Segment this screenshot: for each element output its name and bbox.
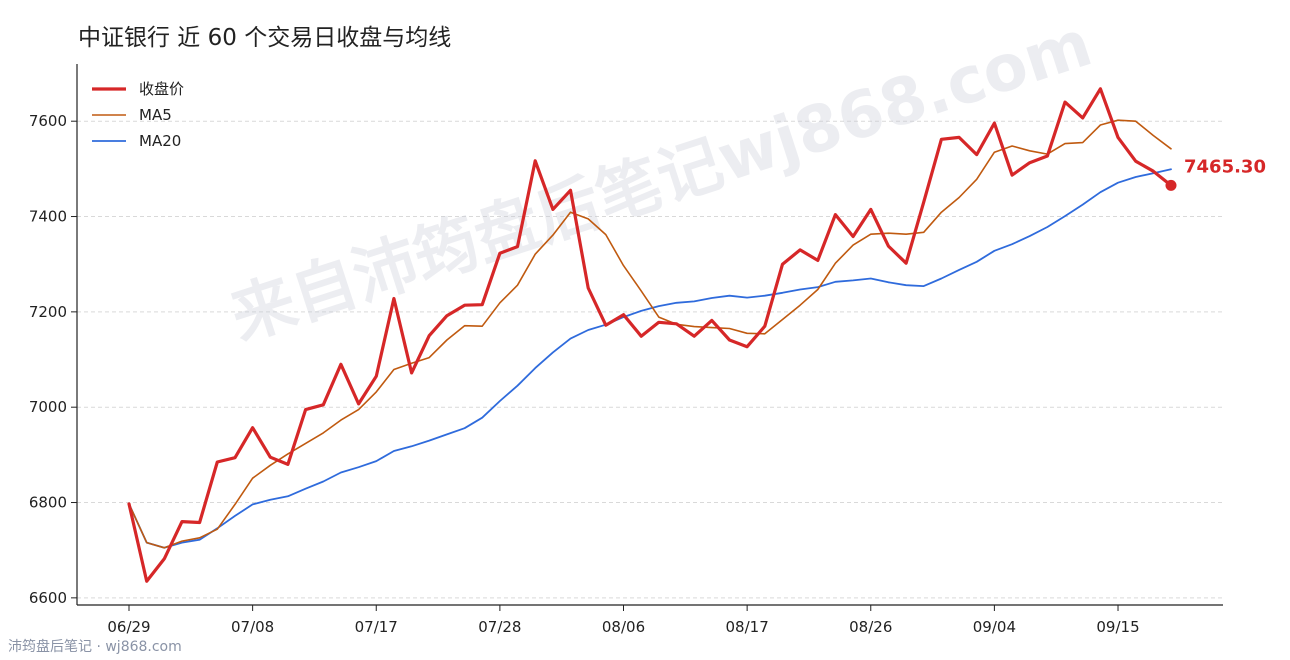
x-tick-label: 06/29 xyxy=(107,618,150,636)
x-tick-label: 07/28 xyxy=(478,618,521,636)
last-point-marker xyxy=(1165,179,1177,191)
legend: 收盘价 MA5 MA20 xyxy=(92,80,184,150)
legend-label: MA5 xyxy=(139,106,172,124)
chart-title: 中证银行 近 60 个交易日收盘与均线 xyxy=(78,25,452,51)
x-tick-label: 09/15 xyxy=(1096,618,1139,636)
watermark-text: 来自沛筠盘后笔记wj868.com xyxy=(222,7,1100,355)
source-credit: 沛筠盘后笔记 · wj868.com xyxy=(8,639,182,655)
last-value-label: 7465.30 xyxy=(1184,156,1266,177)
grid-lines xyxy=(77,120,1223,599)
y-tick-label: 7000 xyxy=(29,398,67,416)
y-tick-label: 7200 xyxy=(29,303,67,321)
x-tick-label: 08/26 xyxy=(849,618,892,636)
x-tick-label: 09/04 xyxy=(973,618,1016,636)
legend-label: MA20 xyxy=(139,132,181,150)
y-tick-label: 6600 xyxy=(29,589,67,607)
x-tick-label: 07/17 xyxy=(355,618,398,636)
x-tick-label: 07/08 xyxy=(231,618,274,636)
series-line-close xyxy=(127,87,1173,583)
x-tick-label: 08/17 xyxy=(726,618,769,636)
axes: 6600 6800 7000 7200 7400 7600 06/29 07/08 07/17 0… xyxy=(29,64,1223,636)
y-tick-label: 6800 xyxy=(29,494,67,512)
legend-label: 收盘价 xyxy=(139,80,184,98)
series-line-ma5 xyxy=(128,119,1172,549)
y-tick-label: 7400 xyxy=(29,208,67,226)
series-line-ma20 xyxy=(128,168,1172,549)
series-lines: 7465.30 xyxy=(127,87,1266,583)
x-tick-label: 08/06 xyxy=(602,618,645,636)
y-tick-label: 7600 xyxy=(29,112,67,130)
